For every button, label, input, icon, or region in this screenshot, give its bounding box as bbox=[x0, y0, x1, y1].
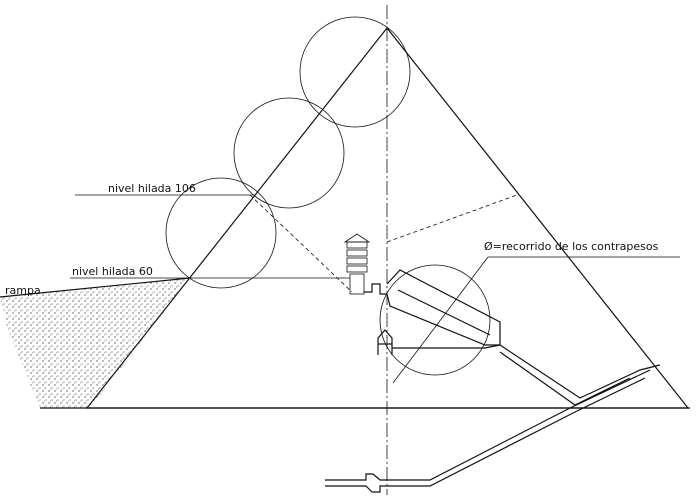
label-level-60: nivel hilada 60 bbox=[72, 265, 153, 278]
ramp-top-edge bbox=[0, 277, 191, 298]
descending-passage-lower bbox=[385, 377, 646, 487]
counterweight-circle-inner bbox=[379, 264, 491, 376]
queens-chamber bbox=[377, 329, 393, 355]
dashed-path-right bbox=[386, 194, 518, 243]
grand-gallery bbox=[364, 269, 501, 346]
pyramid-outline bbox=[85, 27, 690, 409]
path-leader bbox=[392, 256, 489, 384]
subterranean-chamber bbox=[325, 473, 385, 493]
counterweight-circle-top bbox=[299, 16, 411, 128]
counterweight-circle-upper bbox=[233, 97, 345, 209]
horizontal-passage bbox=[392, 344, 501, 349]
label-level-106: nivel hilada 106 bbox=[108, 182, 196, 195]
ramp-wedge bbox=[0, 278, 190, 408]
label-ramp: rampa bbox=[5, 284, 41, 297]
dashed-path-left bbox=[249, 194, 353, 293]
descending-passage bbox=[385, 369, 651, 481]
label-counterweight-path: Ø=recorrido de los contrapesos bbox=[484, 240, 659, 253]
ascending-passage-upper bbox=[499, 344, 661, 399]
ascending-passage-lower bbox=[499, 351, 631, 406]
counterweight-circle-lower bbox=[165, 177, 277, 289]
kings-chamber-stack bbox=[343, 233, 371, 295]
